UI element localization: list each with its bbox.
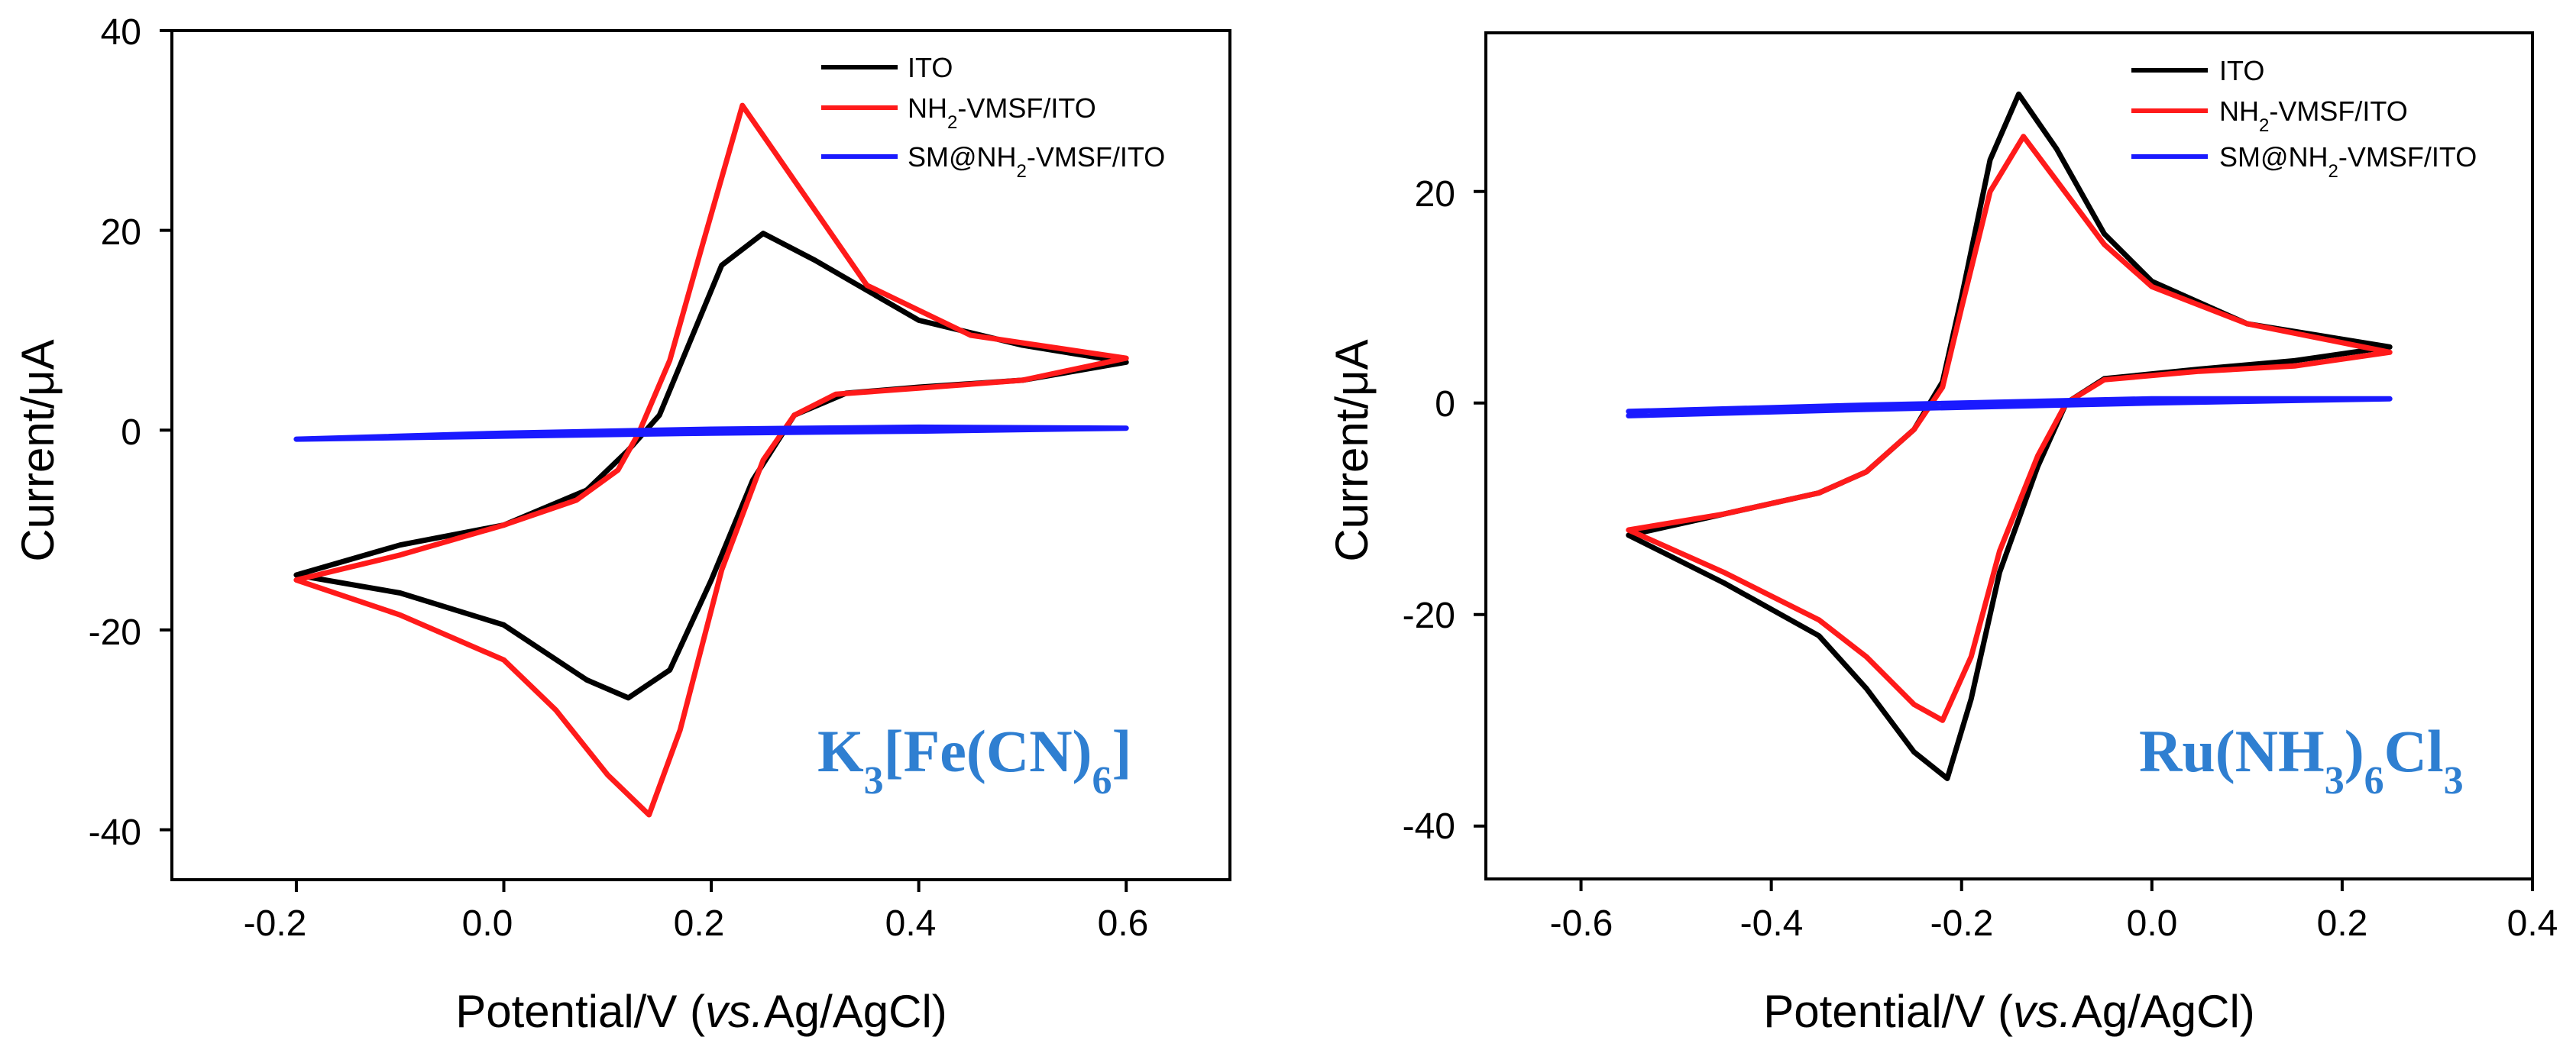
y-tick-label: -20 [1403, 596, 1455, 636]
x-tick-label: -0.4 [1740, 903, 1804, 944]
legend-label-nh2: NH2-VMSF/ITO [908, 92, 1096, 133]
y-tick-label: -40 [89, 813, 141, 853]
plot-frame-right [1484, 31, 2534, 880]
y-tick-label: 0 [121, 412, 141, 453]
x-ticks-left [294, 880, 1128, 892]
series-line-sm-nh2-vmsf-ito [1626, 396, 2393, 418]
series-line-nh2-vmsf-ito [293, 102, 1129, 818]
series-lines-left [293, 102, 1129, 818]
y-axis-title-right: Current/μA [1326, 339, 1377, 561]
x-tick-label: 0.4 [885, 903, 937, 944]
legend-label-sm: SM@NH2-VMSF/ITO [2219, 141, 2477, 182]
legend-label-ito: ITO [908, 52, 953, 83]
x-tick-label: 0.4 [2507, 903, 2558, 944]
legend-label-nh2: NH2-VMSF/ITO [2219, 95, 2408, 136]
plot-frame-left [170, 29, 1231, 881]
chart-left: 40 20 0 -20 -40 -0.2 0.0 0.2 0.4 0.6 Pot… [12, 12, 1231, 1037]
legend-left: ITO NH2-VMSF/ITO SM@NH2-VMSF/ITO [821, 52, 1165, 182]
legend-label-sm: SM@NH2-VMSF/ITO [908, 141, 1165, 182]
y-tick-label: 0 [1435, 384, 1455, 425]
y-tick-label: -20 [89, 612, 141, 653]
x-tick-label: 0.2 [674, 903, 725, 944]
annotation-right: Ru(NH3)6Cl3 [2139, 718, 2464, 803]
series-line-sm-nh2-vmsf-ito [293, 424, 1129, 442]
x-tick-label: 0.6 [1098, 903, 1149, 944]
x-tick-label: -0.2 [244, 903, 307, 944]
y-tick-label: 20 [1415, 174, 1455, 215]
x-tick-label: 0.2 [2317, 903, 2368, 944]
x-tick-label: 0.0 [462, 903, 513, 944]
series-line-ito [1626, 91, 2393, 781]
y-axis-title-left: Current/μA [12, 339, 63, 561]
y-ticks-right [1474, 189, 1486, 828]
series-line-nh2-vmsf-ito [1626, 134, 2393, 723]
y-ticks-left [160, 29, 172, 832]
annotation-left: K3[Fe(CN)6] [817, 718, 1132, 803]
chart-right: 20 0 -20 -40 -0.6 -0.4 -0.2 0.0 0.2 0.4 … [1326, 31, 2558, 1037]
x-tick-label: -0.6 [1550, 903, 1613, 944]
x-tick-label: -0.2 [1930, 903, 1994, 944]
y-tick-label: -40 [1403, 806, 1455, 847]
series-lines-right [1626, 91, 2393, 781]
y-tick-label: 20 [101, 212, 141, 253]
x-ticks-right [1579, 879, 2534, 891]
legend-right: ITO NH2-VMSF/ITO SM@NH2-VMSF/ITO [2131, 55, 2477, 182]
x-tick-label: 0.0 [2127, 903, 2178, 944]
x-axis-title-right: Potential/V (vs.Ag/AgCl) [1763, 986, 2255, 1037]
legend-label-ito: ITO [2219, 55, 2264, 86]
y-tick-label: 40 [101, 12, 141, 53]
x-axis-title-left: Potential/V (vs.Ag/AgCl) [455, 986, 947, 1037]
series-line-ito [293, 231, 1129, 701]
